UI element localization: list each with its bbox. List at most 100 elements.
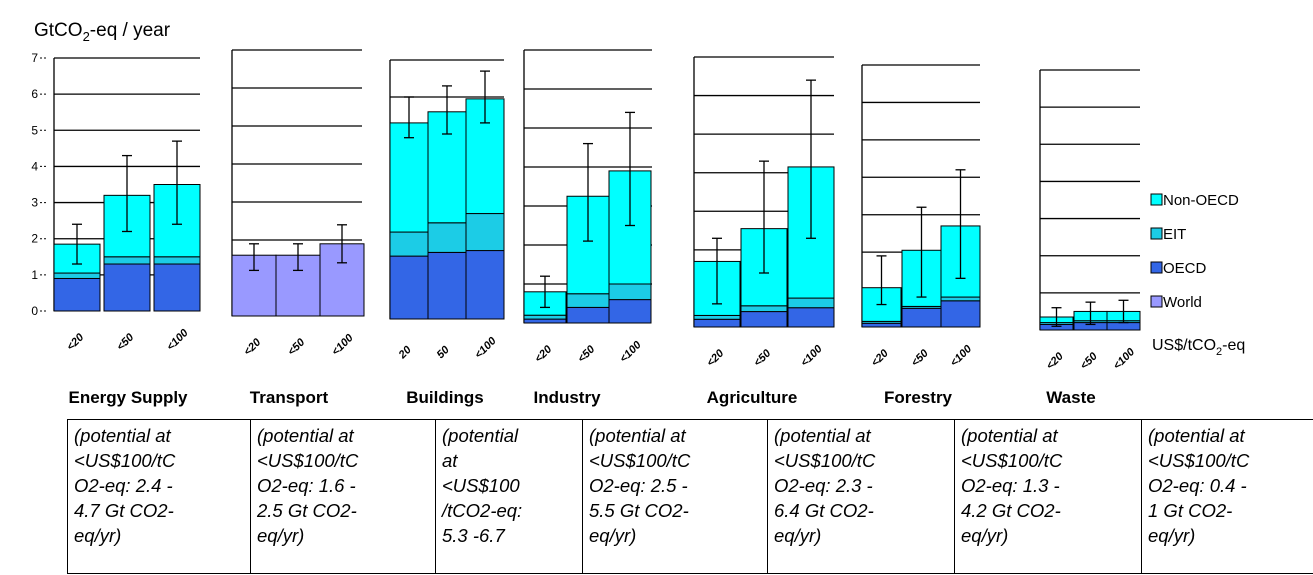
category-label: <100	[473, 334, 500, 361]
category-label: 50	[435, 343, 453, 361]
category-label: <50	[286, 336, 308, 358]
notes-row: (potential at <US$100/tC O2-eq: 2.4 - 4.7 G…	[67, 419, 1313, 574]
bar-segment-oecd	[103, 263, 151, 312]
bar-segment-oecd	[566, 306, 610, 324]
error-bar	[712, 237, 722, 305]
note-cell: (potential at <US$100/tC O2-eq: 2.3 - 6.4 G…	[767, 419, 955, 574]
note-line: (potential at	[774, 425, 871, 446]
error-bar	[1051, 307, 1062, 327]
x-unit-rest: -eq	[1222, 337, 1245, 354]
note-line: <US$100/tC	[589, 450, 691, 471]
y-axis-title-main: GtCO	[34, 20, 83, 41]
note-line: eq/yr)	[74, 525, 122, 546]
category-label: <20	[705, 347, 727, 369]
note-line: eq/yr)	[257, 525, 305, 546]
category-label: <50	[909, 347, 931, 369]
sector-name: Transport	[250, 388, 329, 407]
legend-swatch-world	[1150, 295, 1163, 308]
bar-segment-oecd	[740, 311, 788, 328]
x-unit-main: US$/tCO	[1152, 337, 1216, 354]
y-tick-label: 5	[31, 123, 38, 137]
error-bar	[404, 96, 414, 139]
sector-panel: <20 <50 <100 Energy Supply	[53, 57, 201, 407]
error-bar	[337, 224, 347, 264]
bar-segment-eit	[53, 272, 101, 279]
note-line: eq/yr)	[774, 525, 822, 546]
category-label: <20	[533, 343, 555, 365]
y-tick-label: 3	[31, 196, 38, 210]
category-label: <50	[1078, 350, 1100, 372]
legend-swatch-oecd	[1150, 261, 1163, 274]
bar-segment-oecd	[53, 277, 101, 312]
note-line: (potential	[442, 425, 519, 446]
legend: Non-OECD EIT OECD World	[1150, 192, 1239, 311]
error-bar	[583, 142, 593, 242]
legend-label: World	[1163, 294, 1202, 311]
sector-name: Buildings	[406, 388, 483, 407]
sector-panel: 20 50 <100 Buildings	[389, 59, 505, 407]
note-cell: (potential at <US$100/tC O2-eq: 1.6 - 2.5 G…	[250, 419, 436, 574]
note-cell: (potential at <US$100/tC O2-eq: 0.4 - 1 Gt …	[1141, 419, 1313, 574]
bar-segment-eit	[566, 293, 610, 308]
note-line: O2-eq: 0.4 -	[1148, 475, 1247, 496]
note-line: (potential at	[1148, 425, 1245, 446]
error-bar	[955, 169, 966, 279]
bar-segment-oecd	[608, 299, 652, 324]
note-line: (potential at	[589, 425, 686, 446]
note-line: (potential at	[961, 425, 1058, 446]
y-tick-label: 4	[31, 159, 38, 173]
bar-segment-eit	[523, 314, 567, 320]
error-bar	[442, 85, 452, 135]
x-unit-label: US$/tCO2-eq	[1152, 337, 1245, 358]
note-line: O2-eq: 2.5 -	[589, 475, 688, 496]
bar-segment-eit	[427, 222, 467, 253]
bar-segment-oecd	[901, 307, 942, 328]
category-label: <100	[799, 342, 826, 369]
error-bar	[172, 140, 182, 225]
bar-segment-oecd	[861, 322, 902, 328]
sector-name: Waste	[1046, 388, 1095, 407]
y-axis-ticks: 0 1 2 3 4 5 6 7	[31, 51, 47, 318]
legend-label: Non-OECD	[1163, 192, 1239, 209]
note-line: <US$100/tC	[74, 450, 176, 471]
sector-panel: <20 <50 <100 Forestry	[861, 64, 981, 407]
note-line: /tCO2-eq:	[442, 500, 523, 521]
category-label: <100	[1111, 345, 1138, 372]
note-line: <US$100/tC	[1148, 450, 1250, 471]
bar-segment-eit	[608, 283, 652, 301]
legend-swatch-non-oecd	[1150, 193, 1163, 206]
error-bar	[122, 154, 132, 233]
note-line: <US$100/tC	[774, 450, 876, 471]
note-line: <US$100	[442, 475, 520, 496]
note-line: eq/yr)	[589, 525, 637, 546]
error-bar	[480, 70, 490, 124]
bar-segment-eit	[740, 305, 788, 313]
note-line: 5.3 -6.7	[442, 525, 505, 546]
bar-segment-oecd	[389, 255, 429, 320]
note-line: (potential at	[257, 425, 354, 446]
note-cell: (potential at <US$100/tC O2-eq: 2.4 - 4.7 G…	[67, 419, 251, 574]
bar-segment-eit	[465, 213, 505, 252]
bar-segment-oecd	[940, 300, 981, 328]
error-bar	[72, 223, 82, 265]
category-label: <20	[1044, 350, 1066, 372]
note-line: 1 Gt CO2-	[1148, 500, 1233, 521]
note-line: O2-eq: 2.4 -	[74, 475, 173, 496]
category-label: <100	[330, 331, 357, 358]
error-bar	[916, 206, 927, 298]
potential-notes-table: (potential at <US$100/tC O2-eq: 2.4 - 4.7 G…	[67, 419, 1313, 574]
y-tick-label: 0	[31, 304, 38, 318]
error-bar	[806, 79, 816, 239]
bar-segment-eit	[389, 231, 429, 257]
sector-panel: <20 <50 <100 Transport	[231, 49, 365, 407]
note-line: eq/yr)	[1148, 525, 1196, 546]
note-line: O2-eq: 1.6 -	[257, 475, 356, 496]
bar-segment-oecd	[787, 307, 835, 328]
error-bar	[625, 111, 635, 227]
sector-name: Industry	[533, 388, 601, 407]
y-tick-label: 1	[31, 268, 38, 282]
sector-panel: <20 <50 <100 Industry	[523, 49, 652, 407]
y-axis-title: GtCO2-eq / year	[34, 20, 171, 44]
note-line: <US$100/tC	[257, 450, 359, 471]
